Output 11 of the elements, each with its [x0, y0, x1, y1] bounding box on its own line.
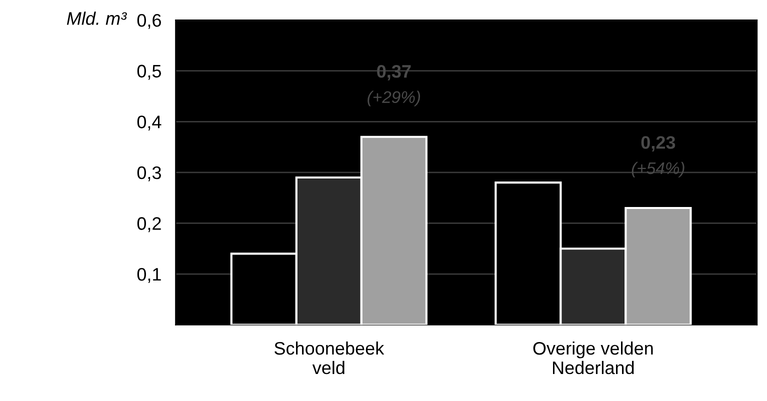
y-tick-label: 0,1 [137, 268, 161, 283]
y-tick-label: 0,2 [137, 217, 161, 232]
x-tick-label: Schoonebeek veld [274, 341, 384, 374]
annotation: 0,37 (+29%) [368, 64, 420, 106]
annotation: 0,23 (+54%) [632, 136, 684, 178]
y-axis-title: Mld. m³ [66, 12, 127, 25]
y-tick-label: 0,6 [137, 14, 161, 29]
y-tick-label: 0,4 [137, 116, 162, 130]
y-tick-label: 0,5 [137, 64, 161, 80]
x-tick-label: Overige velden Nederland [533, 341, 653, 374]
y-tick-label: 0,3 [137, 166, 161, 182]
